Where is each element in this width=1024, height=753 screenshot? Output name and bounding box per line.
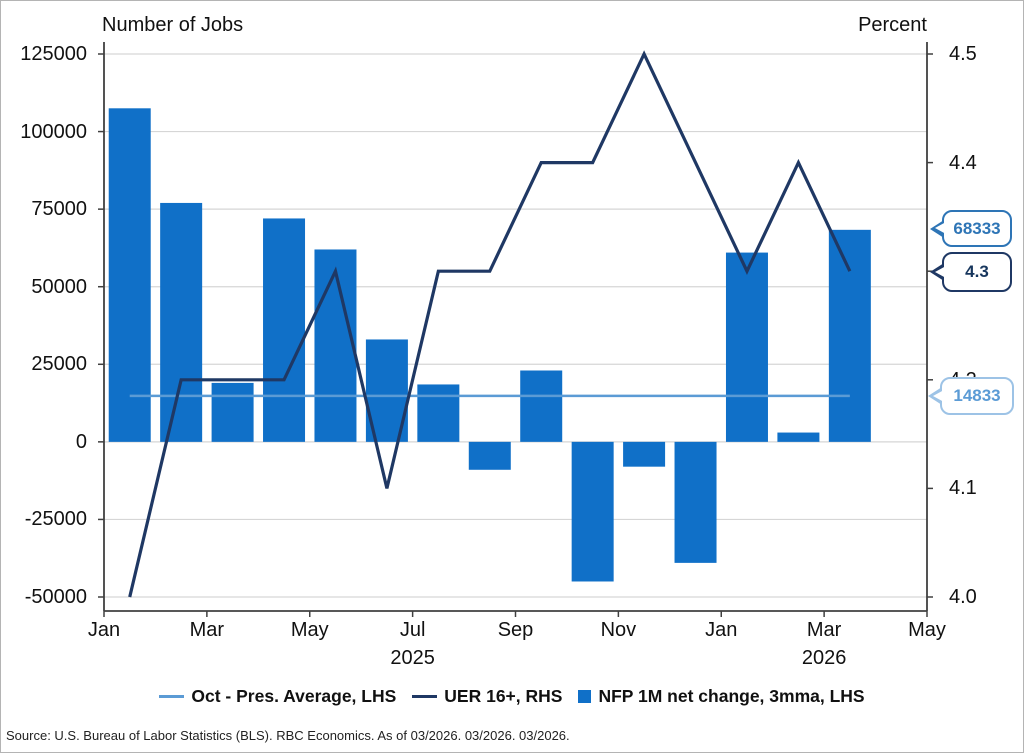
legend-item-average: Oct - Pres. Average, LHS [159, 686, 396, 707]
x-axis-year-label: 2026 [801, 647, 847, 669]
bar-may-2025 [314, 249, 357, 442]
bar-aug-2025 [468, 441, 511, 470]
left-axis-label: 75000 [31, 198, 87, 221]
x-axis-label: Mar [189, 619, 225, 641]
bar-jan-2026 [725, 252, 768, 442]
legend-item-uer: UER 16+, RHS [412, 686, 562, 707]
x-axis-label: Sep [497, 619, 534, 641]
left-axis-label: 25000 [31, 353, 87, 376]
left-axis-label: -50000 [24, 586, 87, 608]
left-axis-label: 0 [75, 430, 87, 453]
bar-apr-2025 [263, 218, 306, 442]
left-axis-label: 125000 [20, 43, 87, 65]
nfp-bar-marker-icon [578, 690, 592, 703]
left-axis-label: -25000 [24, 508, 87, 531]
x-axis-label: May [908, 619, 946, 641]
uer-line-marker-icon [412, 695, 438, 698]
legend: Oct - Pres. Average, LHS UER 16+, RHS NF… [1, 686, 1023, 707]
bar-dec-2025 [674, 441, 717, 563]
callout-value: 68333 [953, 218, 1001, 238]
callout-average: 14833 [928, 377, 1014, 415]
bar-oct-2025 [571, 441, 614, 582]
right-axis-label: 4.4 [949, 151, 977, 174]
bar-nov-2025 [623, 441, 666, 467]
legend-label: Oct - Pres. Average, LHS [191, 686, 397, 706]
callout-value: 4.3 [965, 262, 989, 281]
right-axis-title: Percent [858, 14, 927, 36]
bar-jan-2025 [108, 108, 151, 442]
callout-value: 14833 [953, 386, 1001, 405]
bar-sep-2025 [520, 370, 563, 442]
average-line-marker-icon [159, 695, 185, 698]
left-axis-label: 100000 [20, 120, 87, 143]
x-axis-year-label: 2025 [390, 647, 435, 669]
x-axis-label: Jul [399, 619, 426, 641]
right-axis-label: 4.5 [949, 43, 977, 65]
left-axis-label: 50000 [31, 275, 87, 298]
bar-mar-2026 [828, 229, 871, 442]
left-axis-title: Number of Jobs [102, 14, 244, 36]
bar-mar-2025 [211, 382, 254, 442]
bar-feb-2026 [777, 432, 820, 442]
right-axis-label: 4.0 [949, 586, 977, 608]
x-axis-label: Jan [705, 619, 738, 641]
callout-uer-latest: 4.3 [930, 252, 1012, 292]
x-axis-label: Mar [806, 619, 842, 641]
legend-label: NFP 1M net change, 3mma, LHS [598, 686, 865, 706]
x-axis-label: Nov [600, 619, 637, 641]
uer-line [128, 50, 852, 598]
legend-item-nfp: NFP 1M net change, 3mma, LHS [578, 686, 865, 707]
bar-feb-2025 [160, 202, 203, 442]
right-axis-label: 4.1 [949, 477, 977, 500]
bar-jul-2025 [417, 384, 460, 442]
legend-label: UER 16+, RHS [444, 686, 563, 706]
x-axis-label: May [290, 619, 329, 641]
callout-nfp-latest: 68333 [930, 210, 1012, 247]
x-axis-label: Jan [87, 619, 121, 641]
source-note: Source: U.S. Bureau of Labor Statistics … [6, 728, 570, 743]
